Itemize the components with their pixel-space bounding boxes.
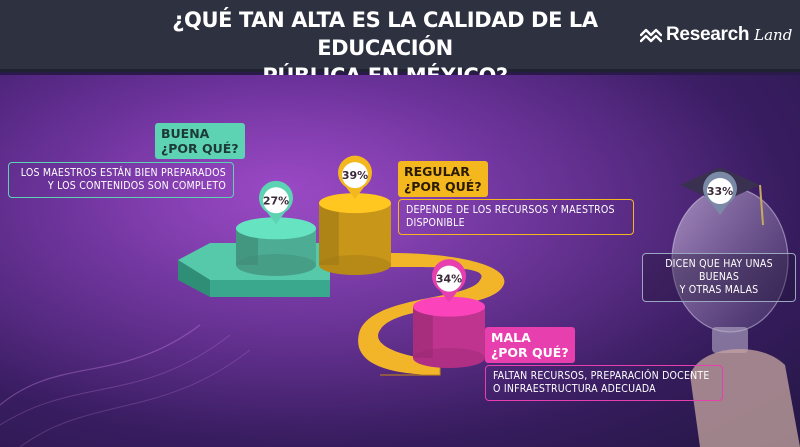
reason-buena-line1: LOS MAESTROS ESTÁN BIEN PREPARADOS: [20, 167, 226, 179]
pin-3: [432, 259, 467, 303]
value-label-1: 27%: [263, 194, 289, 207]
header-bar: ¿QUÉ TAN ALTA ES LA CALIDAD DE LA EDUCAC…: [0, 0, 800, 88]
label-regular-question: ¿POR QUÉ?: [404, 179, 482, 194]
label-regular-title: REGULAR: [404, 164, 470, 179]
value-label-3: 34%: [436, 273, 462, 286]
reason-box-mala: FALTAN RECURSOS, PREPARACIÓN DOCENTE O I…: [485, 365, 723, 401]
title-line-1: ¿QUÉ TAN ALTA ES LA CALIDAD DE LA EDUCAC…: [172, 8, 598, 60]
label-buena-question: ¿POR QUÉ?: [161, 141, 239, 156]
lightbulb-hand: [671, 167, 800, 447]
chart-svg: 27% 39% 34% 33%: [0, 75, 800, 447]
bar-2: [319, 193, 391, 275]
reason-mala-line1: FALTAN RECURSOS, PREPARACIÓN DOCENTE: [493, 370, 710, 382]
infographic-stage: 27% 39% 34% 33% BUENA ¿POR QUÉ? LOS MAESTRO…: [0, 75, 800, 447]
label-buena-title: BUENA: [161, 126, 210, 141]
bar-group: [236, 193, 485, 368]
bar-3: [413, 296, 485, 368]
reason-mixed-line1: DICEN QUE HAY UNAS BUENAS: [665, 258, 773, 283]
bar-1: [236, 217, 316, 276]
logo-wordmark: Research: [666, 24, 750, 45]
reason-mala-line2: O INFRAESTRUCTURA ADECUADA: [493, 383, 656, 395]
pin-1: [259, 180, 293, 225]
reason-regular-line1: DEPENDE DE LOS RECURSOS Y MAESTROS: [406, 204, 615, 216]
reason-box-buena: LOS MAESTROS ESTÁN BIEN PREPARADOS Y LOS…: [8, 162, 234, 198]
label-regular: REGULAR ¿POR QUÉ?: [398, 161, 488, 197]
reason-box-regular: DEPENDE DE LOS RECURSOS Y MAESTROS DISPO…: [398, 199, 634, 235]
researchland-logo: Research Land: [640, 24, 792, 46]
value-label-4: 33%: [707, 185, 733, 198]
reason-box-mixed: DICEN QUE HAY UNAS BUENAS Y OTRAS MALAS: [642, 253, 796, 302]
label-mala-question: ¿POR QUÉ?: [491, 345, 569, 360]
reason-mixed-line2: Y OTRAS MALAS: [679, 284, 759, 296]
logo-script: Land: [754, 26, 793, 44]
reason-regular-line2: DISPONIBLE: [406, 217, 465, 229]
background-decoration: [0, 75, 800, 447]
value-label-2: 39%: [342, 169, 368, 182]
pin-2: [337, 155, 372, 200]
logo-icon: [640, 28, 662, 43]
label-mala: MALA ¿POR QUÉ?: [485, 327, 575, 363]
pin-group: 27% 39% 34% 33%: [259, 155, 737, 303]
pin-4: [703, 171, 737, 215]
reason-buena-line2: Y LOS CONTENIDOS SON COMPLETO: [47, 180, 226, 192]
label-mala-title: MALA: [491, 330, 531, 345]
label-buena: BUENA ¿POR QUÉ?: [155, 123, 245, 159]
